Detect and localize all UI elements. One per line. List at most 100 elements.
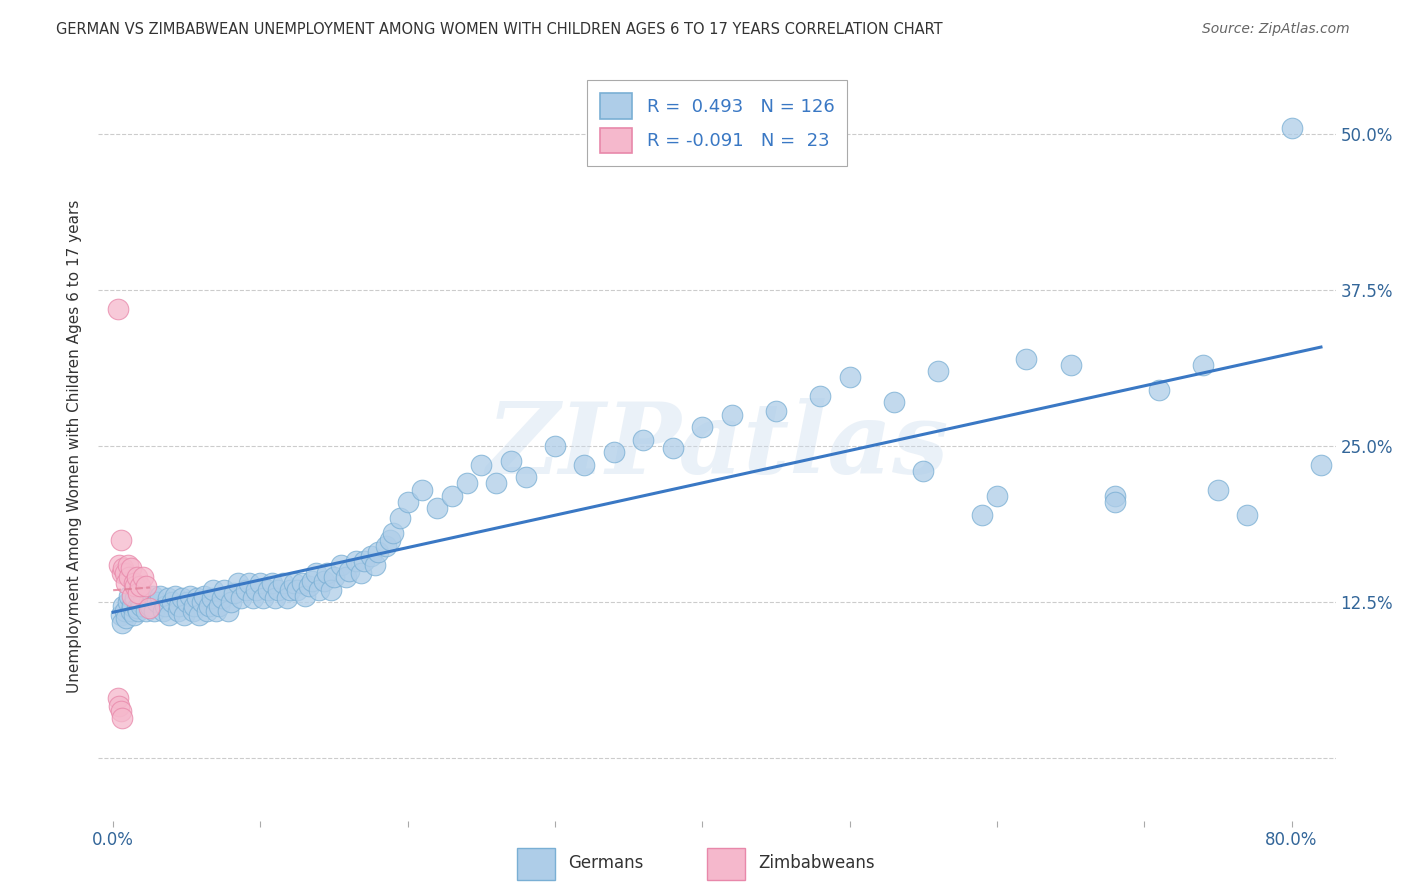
Point [125, 570, 148, 584]
Point [198, 599, 221, 613]
Point [335, 570, 357, 584]
Point [120, 561, 142, 575]
Point [201, 591, 224, 606]
Text: Source: ZipAtlas.com: Source: ZipAtlas.com [1202, 22, 1350, 37]
Point [167, 604, 190, 618]
Point [187, 607, 209, 622]
Point [353, 554, 375, 568]
Point [986, 489, 1008, 503]
Point [163, 589, 186, 603]
Point [765, 404, 787, 418]
Point [278, 582, 301, 597]
Point [808, 389, 831, 403]
Point [321, 582, 343, 597]
Point [152, 604, 174, 618]
Point [190, 595, 212, 609]
Point [276, 591, 298, 606]
Point [267, 582, 290, 597]
Point [972, 508, 994, 522]
Point [181, 604, 204, 618]
Point [212, 582, 235, 597]
Point [172, 591, 194, 606]
Point [1206, 483, 1229, 497]
Point [382, 526, 405, 541]
Point [323, 570, 346, 584]
Point [197, 604, 219, 618]
Point [125, 601, 148, 615]
Point [256, 582, 278, 597]
Point [1192, 358, 1215, 372]
Point [149, 589, 172, 603]
Point [633, 433, 655, 447]
Point [211, 591, 233, 606]
Point [315, 566, 337, 581]
Point [128, 579, 150, 593]
Y-axis label: Unemployment Among Women with Children Ages 6 to 17 years: Unemployment Among Women with Children A… [67, 199, 83, 693]
Point [111, 616, 134, 631]
Point [115, 576, 138, 591]
Point [349, 566, 371, 581]
Point [121, 589, 143, 603]
Point [138, 595, 160, 609]
Legend: R =  0.493   N = 126, R = -0.091   N =  23: R = 0.493 N = 126, R = -0.091 N = 23 [588, 80, 846, 166]
Point [110, 704, 132, 718]
Point [112, 599, 135, 613]
Point [912, 464, 935, 478]
Point [114, 604, 136, 618]
Text: ZIPatlas: ZIPatlas [486, 398, 948, 494]
Point [603, 445, 626, 459]
Point [364, 558, 387, 572]
Point [202, 582, 225, 597]
Point [117, 595, 139, 609]
Point [389, 511, 412, 525]
Bar [707, 848, 745, 880]
Point [108, 698, 131, 713]
Point [115, 611, 138, 625]
Point [143, 604, 166, 618]
Point [499, 454, 522, 468]
Point [1015, 351, 1038, 366]
Point [1310, 458, 1333, 472]
Point [139, 599, 162, 613]
Point [208, 599, 231, 613]
Point [485, 476, 508, 491]
Point [127, 604, 149, 618]
Point [367, 545, 389, 559]
Point [110, 607, 132, 622]
Point [193, 589, 215, 603]
Point [515, 470, 537, 484]
Point [179, 589, 201, 603]
Point [242, 591, 264, 606]
Point [692, 420, 714, 434]
Point [114, 566, 136, 581]
Point [544, 439, 567, 453]
Point [128, 595, 150, 609]
Point [1281, 120, 1303, 135]
Point [1147, 383, 1170, 397]
Point [205, 604, 228, 618]
Point [107, 301, 129, 316]
Point [411, 483, 433, 497]
Text: GERMAN VS ZIMBABWEAN UNEMPLOYMENT AMONG WOMEN WITH CHILDREN AGES 6 TO 17 YEARS C: GERMAN VS ZIMBABWEAN UNEMPLOYMENT AMONG … [56, 22, 943, 37]
Point [160, 595, 183, 609]
Point [1236, 508, 1258, 522]
Point [344, 554, 367, 568]
Bar [517, 848, 555, 880]
Point [173, 607, 195, 622]
Point [117, 558, 139, 572]
Point [294, 589, 316, 603]
Point [283, 576, 305, 591]
Point [720, 408, 742, 422]
Point [271, 576, 294, 591]
Point [285, 582, 308, 597]
Point [252, 591, 274, 606]
Point [112, 561, 135, 575]
Point [110, 533, 132, 547]
Point [127, 586, 149, 600]
Point [153, 599, 176, 613]
Point [1104, 489, 1126, 503]
Point [124, 579, 146, 593]
Point [228, 576, 250, 591]
Point [378, 533, 401, 547]
Point [396, 495, 419, 509]
